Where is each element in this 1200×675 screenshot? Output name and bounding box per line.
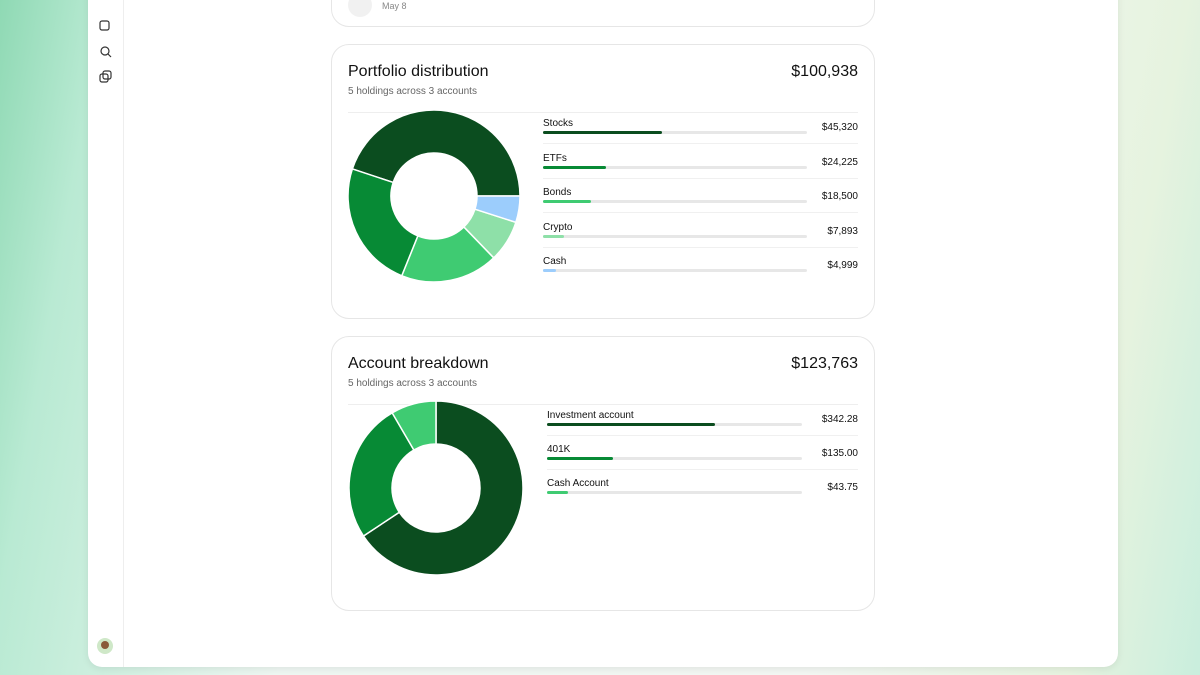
- bar-fill: [543, 131, 662, 134]
- bar-fill: [543, 269, 557, 272]
- bar-track: [547, 423, 802, 426]
- card-title: Portfolio distribution: [348, 63, 489, 80]
- bar-track: [543, 165, 807, 169]
- bar-track: [543, 131, 807, 134]
- row-name: Investment account: [547, 410, 634, 421]
- compose-icon[interactable]: [99, 20, 110, 31]
- row-value: $18,500: [821, 191, 858, 202]
- card-title: Account breakdown: [348, 355, 489, 372]
- row-name: Stocks: [543, 118, 574, 129]
- row-name: Cash Account: [547, 478, 609, 489]
- card: Portfolio distribution $100,938 5 holdings…: [331, 44, 875, 319]
- bar-track: [547, 491, 802, 494]
- bar-fill: [543, 165, 607, 169]
- bar-fill: [547, 491, 569, 494]
- donut-chart: [348, 400, 524, 576]
- row-separator: [547, 435, 858, 436]
- card-total: $100,938: [791, 63, 858, 80]
- donut-chart: [347, 109, 521, 283]
- card: Account breakdown $123,763 5 holdings acro…: [331, 336, 875, 611]
- sidebar: [88, 0, 124, 667]
- bar-fill: [547, 423, 715, 426]
- divider: [348, 112, 858, 113]
- donut-slice: [362, 400, 524, 576]
- row-value: $7,893: [827, 225, 858, 237]
- row-separator: [543, 177, 858, 179]
- donut-slice: [347, 167, 419, 277]
- card-subtitle: 5 holdings across 3 accounts: [348, 378, 477, 389]
- bar-track: [547, 457, 802, 460]
- date: May 8: [382, 1, 407, 11]
- bar-fill: [543, 200, 592, 203]
- row-name: Bonds: [543, 187, 572, 198]
- app-window: May 8 Portfolio distribution $100,938 5 ho…: [88, 0, 1118, 667]
- row-value: $45,320: [821, 122, 858, 133]
- bar-fill: [547, 457, 614, 460]
- top-card: May 8: [331, 0, 875, 27]
- bar-track: [543, 234, 807, 238]
- search-icon[interactable]: [100, 46, 110, 56]
- row-separator: [547, 469, 858, 470]
- row-name: 401K: [547, 444, 571, 455]
- divider: [348, 404, 858, 405]
- row-separator: [543, 246, 858, 248]
- row-value: $24,225: [821, 156, 858, 168]
- row-value: $342.28: [821, 414, 858, 425]
- row-value: $4,999: [827, 260, 858, 271]
- row-name: Cash: [543, 256, 567, 267]
- donut-slice: [391, 400, 437, 452]
- row-value: $43.75: [827, 482, 858, 493]
- donut-slice: [473, 195, 521, 224]
- donut-slice: [348, 411, 415, 538]
- row-separator: [543, 143, 858, 144]
- library-icon[interactable]: [99, 73, 109, 83]
- row-value: $135.00: [821, 448, 858, 459]
- bar-fill: [543, 234, 564, 238]
- card-total: $123,763: [791, 355, 858, 372]
- row-name: ETFs: [543, 152, 567, 164]
- bar-track: [543, 200, 807, 203]
- donut-slice: [351, 109, 521, 197]
- row-separator: [543, 212, 858, 213]
- card-subtitle: 5 holdings across 3 accounts: [348, 86, 477, 97]
- bar-track: [543, 269, 807, 272]
- row-name: Crypto: [543, 221, 573, 233]
- sidebar-icons: [97, 20, 113, 654]
